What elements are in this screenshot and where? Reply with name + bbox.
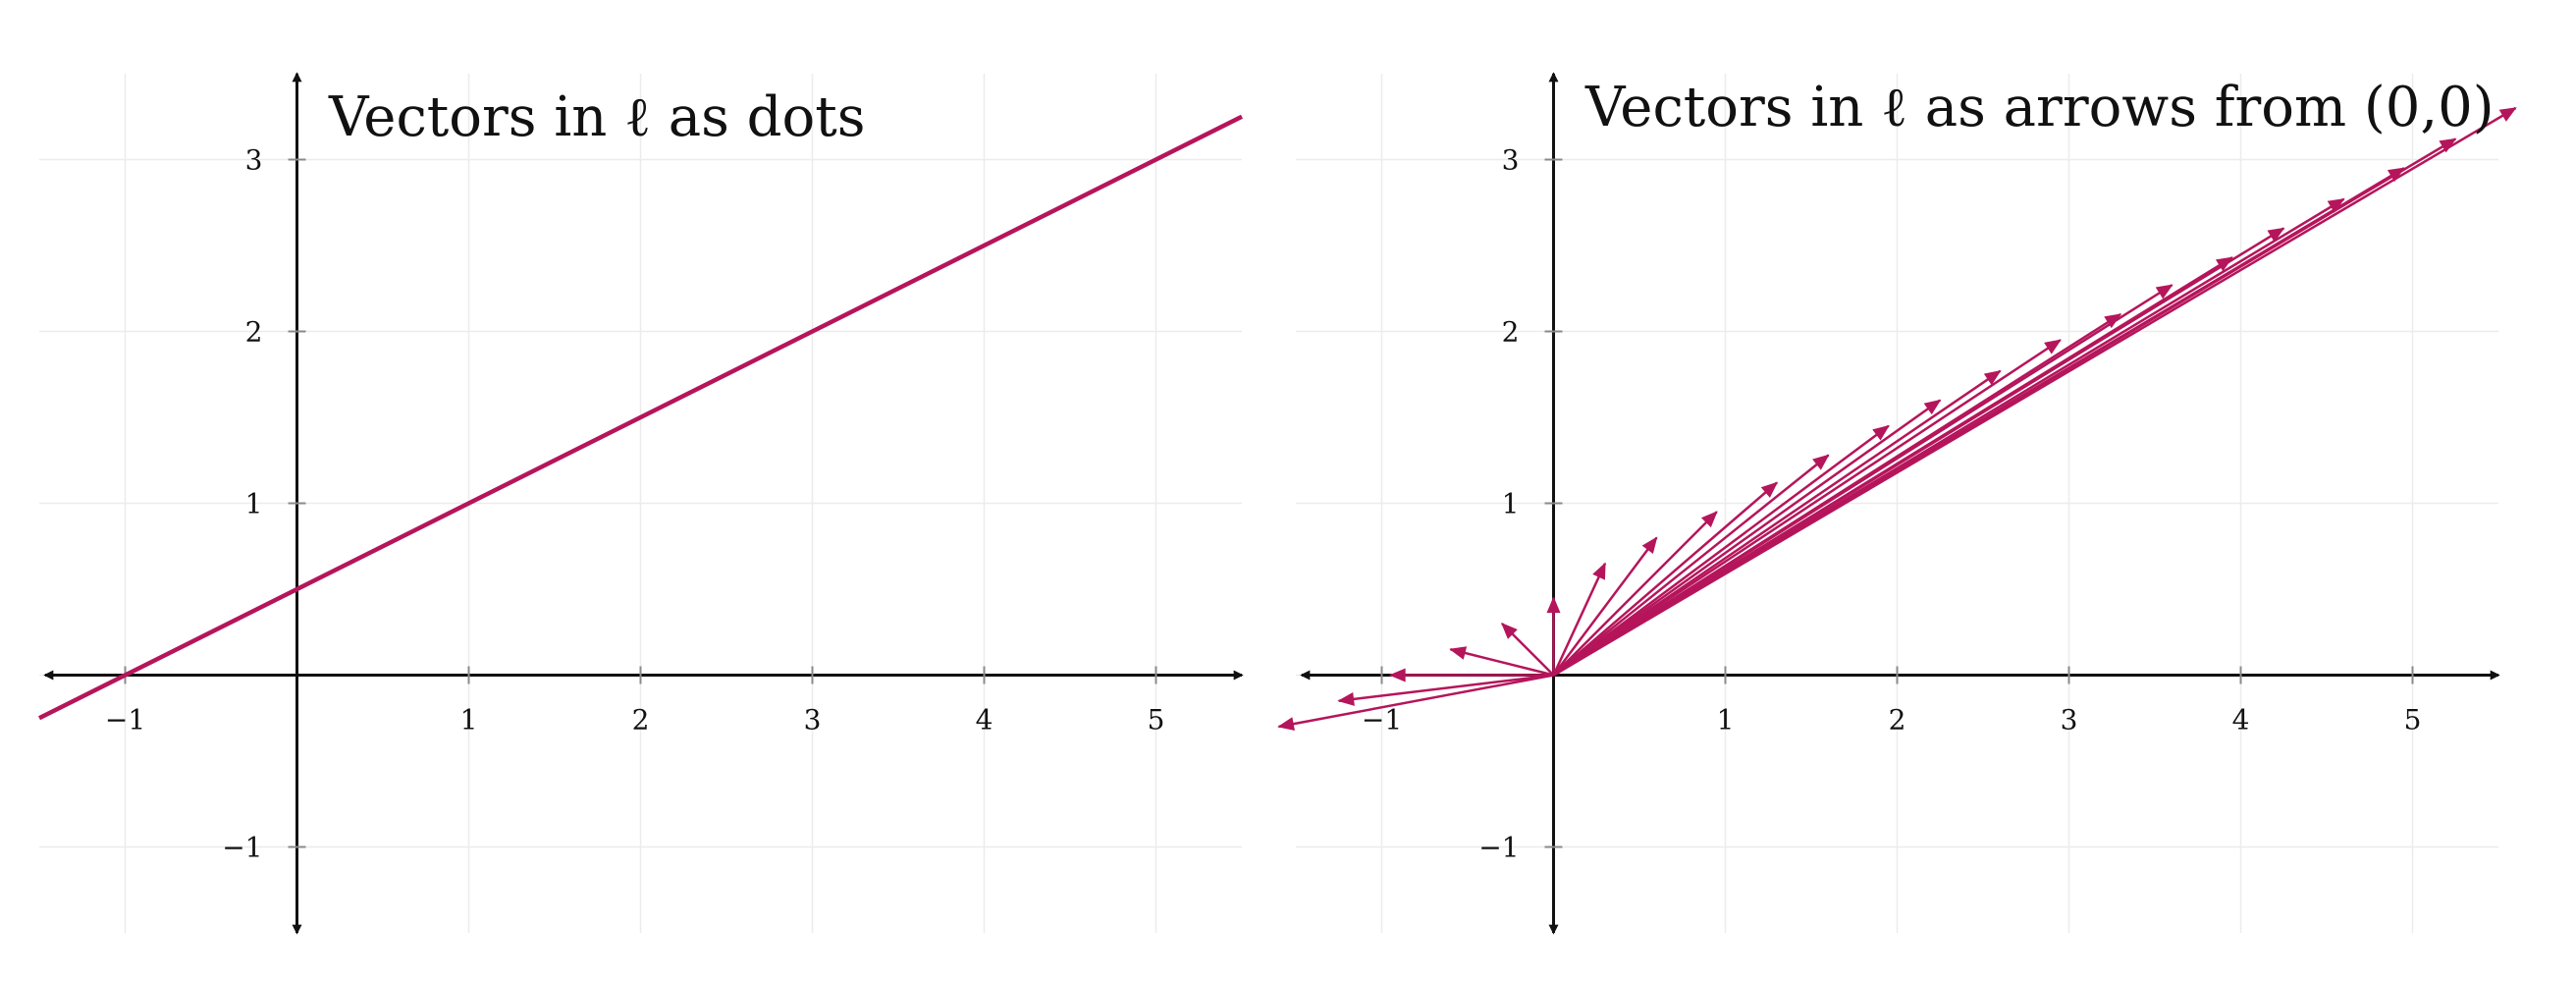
line-l-series — [37, 114, 1244, 721]
x-tick-label: 3 — [2061, 704, 2078, 736]
vector-arrow — [1552, 511, 1718, 677]
y-tick-label: 3 — [245, 144, 263, 177]
vector-arrow — [1552, 536, 1658, 677]
x-tick-label: 5 — [1148, 704, 1165, 736]
x-tick-label: 4 — [976, 704, 993, 736]
vector-arrow — [1501, 623, 1555, 677]
y-tick-label: −1 — [1478, 832, 1519, 864]
y-tick-label: 3 — [1502, 144, 1520, 177]
x-tick-label: 1 — [1717, 704, 1735, 736]
vector-arrow — [1552, 284, 2174, 677]
y-tick-label: 2 — [245, 316, 263, 349]
chart-title: Vectors in ℓ as dots — [328, 85, 865, 149]
vector-arrow — [1552, 106, 2517, 677]
x-tick-label: 2 — [632, 704, 650, 736]
x-tick-label: 3 — [804, 704, 822, 736]
vector-arrow — [1552, 424, 1890, 677]
y-tick-label: 1 — [1502, 488, 1520, 520]
y-tick-label: −1 — [222, 832, 262, 864]
y-tick-label: 1 — [245, 488, 263, 520]
x-tick-label: −1 — [105, 704, 145, 736]
x-tick-label: 1 — [460, 704, 478, 736]
x-tick-label: 5 — [2404, 704, 2422, 736]
vector-arrow — [1552, 481, 1779, 677]
x-tick-label: 4 — [2232, 704, 2250, 736]
vector-arrow — [1552, 454, 1830, 677]
y-tick-label: 2 — [1502, 316, 1520, 349]
vector-arrow — [1277, 674, 1554, 732]
left-panel-dots: −1 1 2 3 4 5 −1 1 2 3 Vectors in ℓ as dots — [37, 72, 1244, 935]
chart-title: Vectors in ℓ as arrows from (0,0) — [1584, 76, 2495, 139]
vector-arrow — [1552, 562, 1607, 677]
x-tick-label: 2 — [1889, 704, 1906, 736]
vector-arrow — [1552, 339, 2062, 677]
vector-arrow — [1337, 674, 1554, 706]
vector-arrow — [1449, 646, 1554, 677]
vector-arrow — [1552, 399, 1942, 677]
